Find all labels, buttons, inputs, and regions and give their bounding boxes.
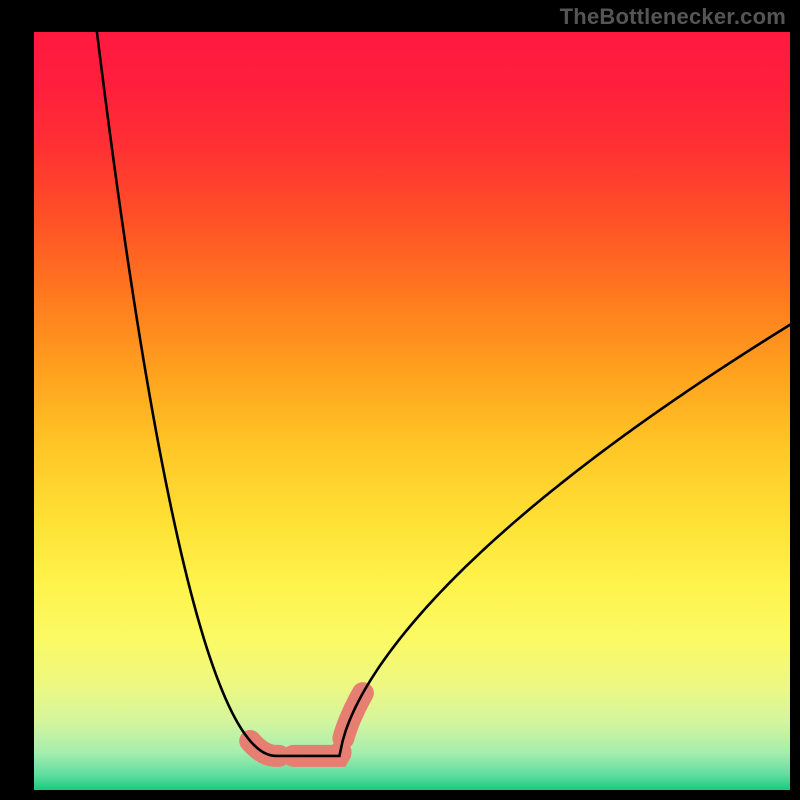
gradient-background — [34, 32, 790, 790]
watermark-text: TheBottlenecker.com — [560, 4, 786, 30]
chart-stage: TheBottlenecker.com — [0, 0, 800, 800]
bottleneck-chart — [34, 32, 790, 790]
